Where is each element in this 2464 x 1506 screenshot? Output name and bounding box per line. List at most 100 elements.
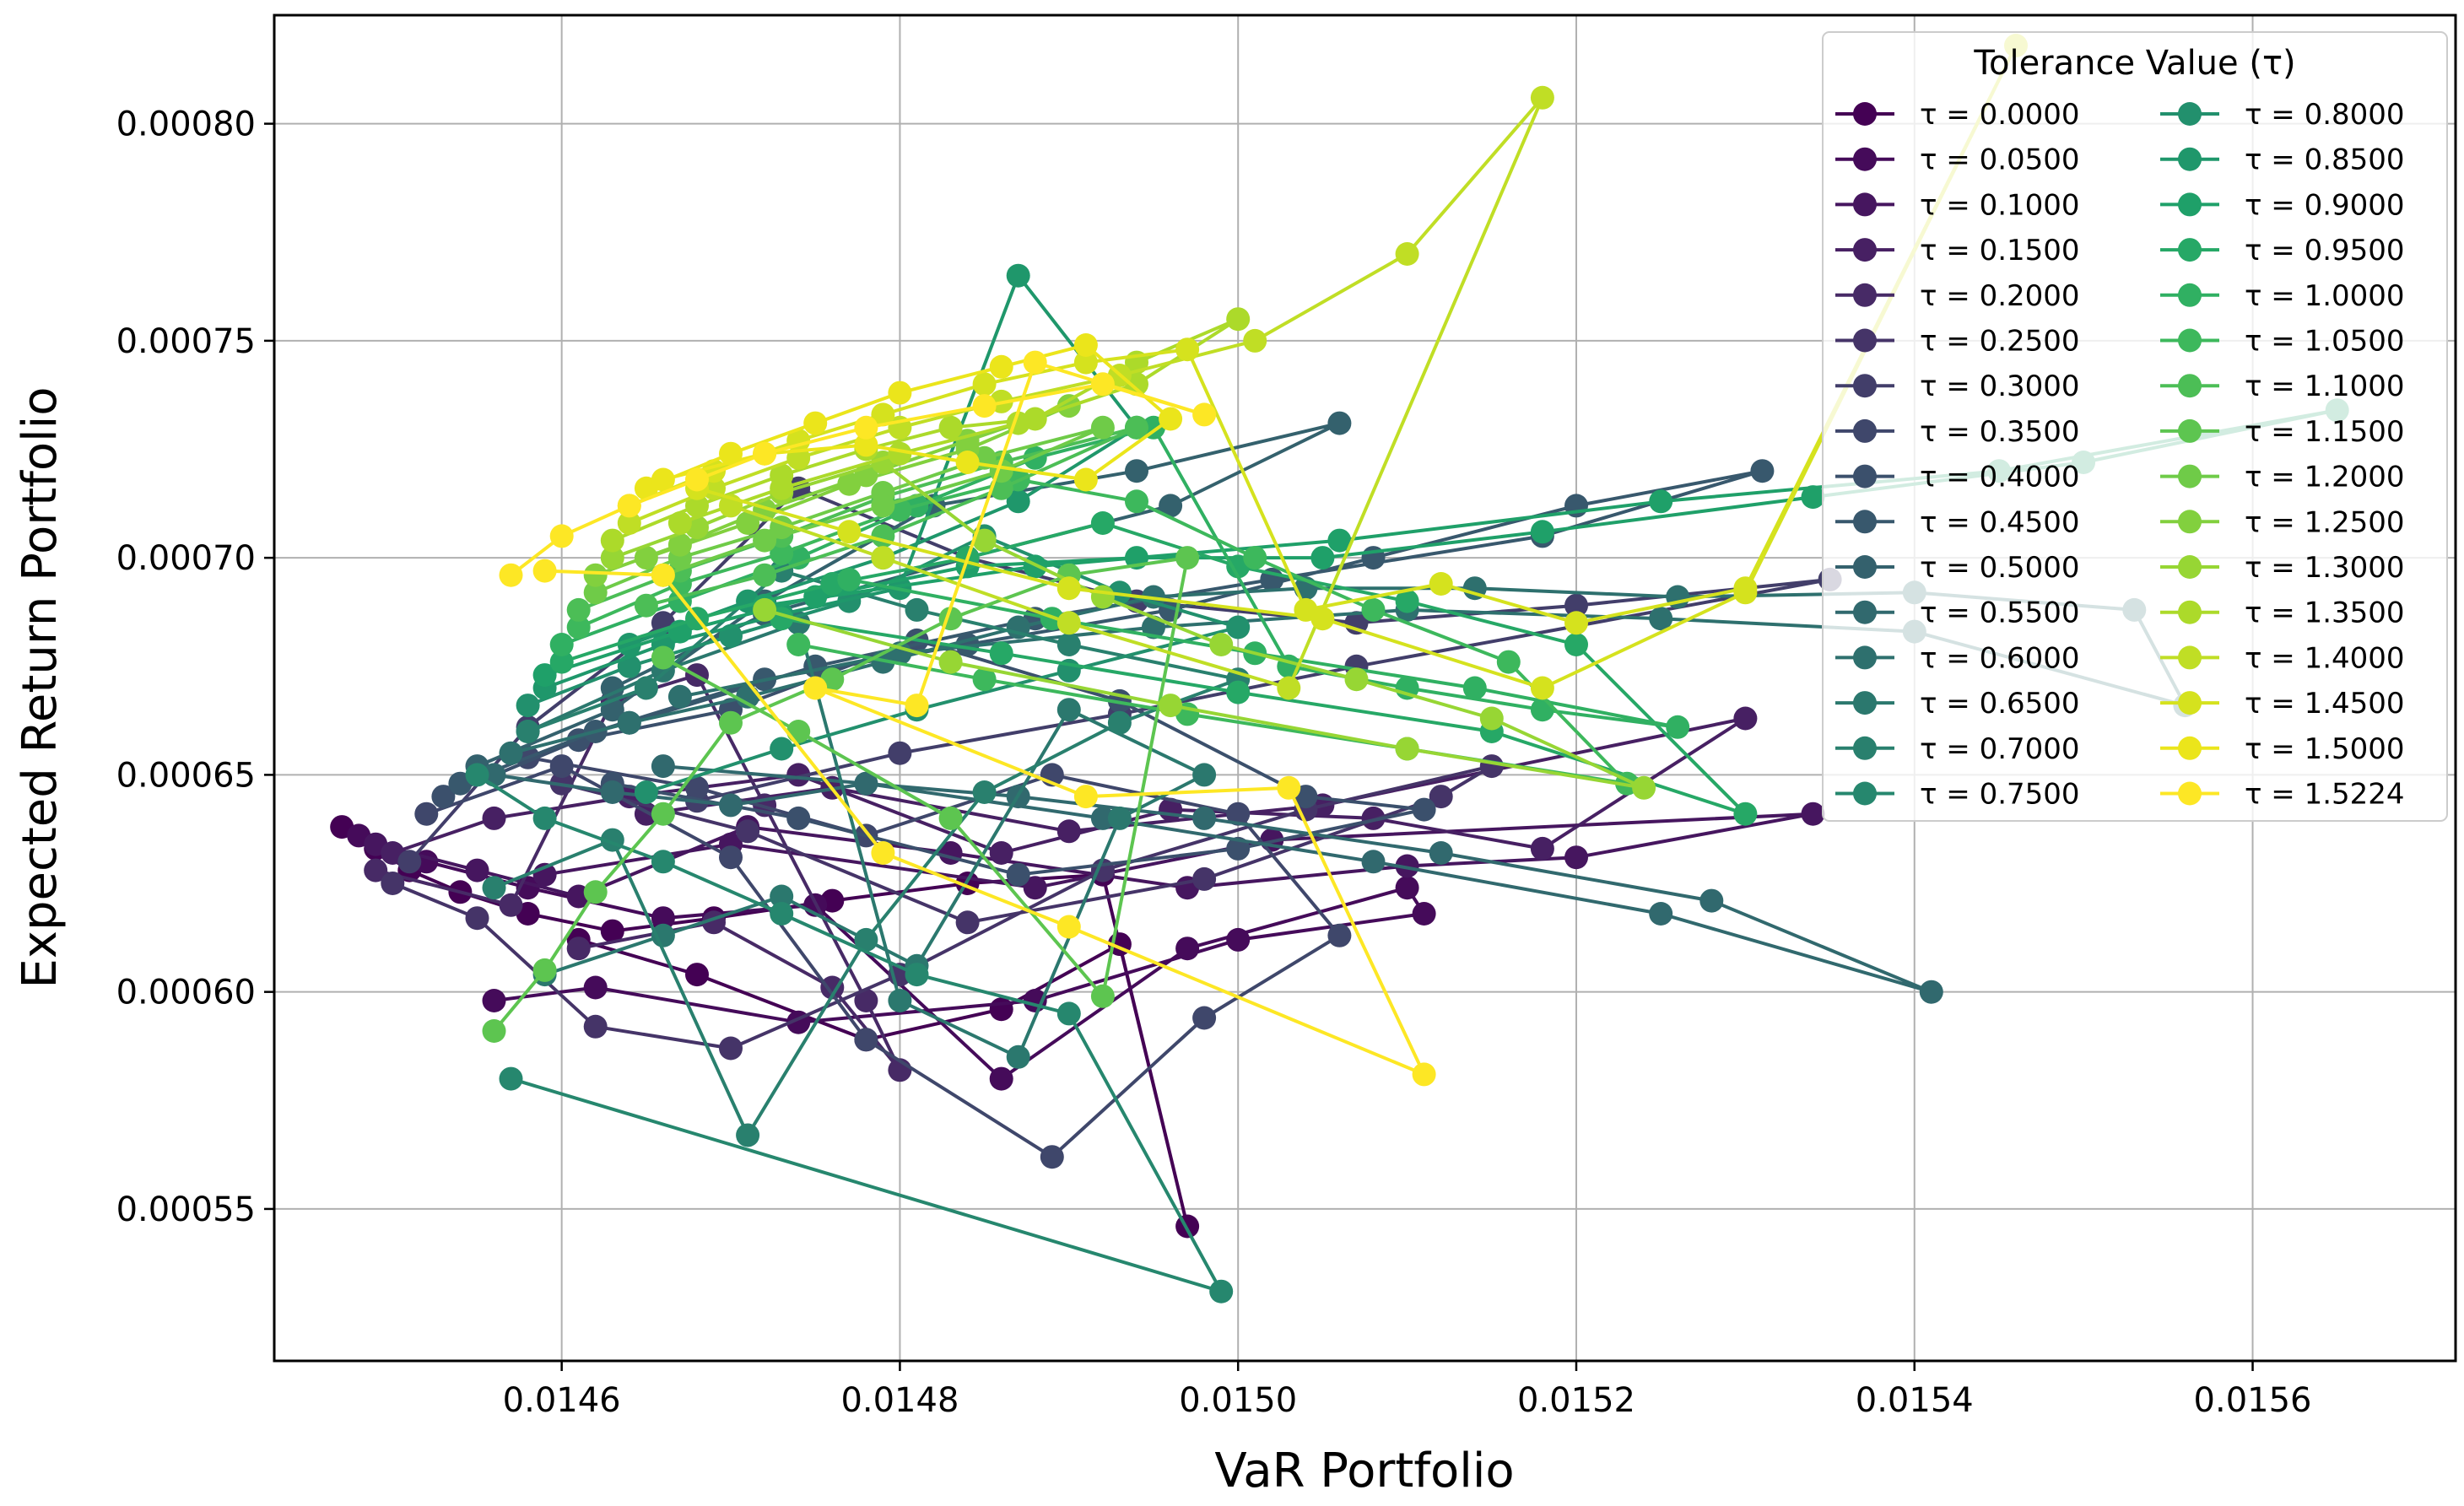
data-point (651, 850, 675, 874)
legend-item: τ = 1.3500 (2160, 596, 2405, 630)
legend-marker (1853, 645, 1877, 670)
data-point (397, 850, 422, 874)
legend-entries: τ = 0.0000 τ = 0.0500 τ = 0.1000 τ = 0.1500… (1835, 98, 2405, 812)
data-point (549, 650, 574, 674)
legend-item: τ = 1.1000 (2160, 370, 2405, 403)
legend-item: τ = 0.0000 (1835, 98, 2080, 132)
data-point (972, 780, 997, 804)
data-point (532, 806, 557, 830)
legend-item: τ = 1.4000 (2160, 641, 2405, 675)
data-point (381, 872, 405, 895)
data-point (1564, 611, 1588, 635)
data-point (1192, 402, 1217, 427)
data-point (770, 737, 794, 761)
data-point (1750, 459, 1775, 483)
data-point (1412, 1062, 1436, 1087)
data-point (770, 884, 794, 909)
data-point (617, 710, 641, 735)
legend-label: τ = 0.1000 (1920, 188, 2080, 222)
data-point (1429, 785, 1453, 809)
data-point (532, 663, 557, 688)
legend-label: τ = 1.3500 (2245, 596, 2405, 630)
data-point (1327, 923, 1352, 947)
legend-item: τ = 0.7500 (1835, 778, 2080, 812)
data-point (1361, 850, 1386, 874)
y-tick-label: 0.00065 (116, 756, 256, 795)
legend-label: τ = 0.0000 (1920, 98, 2080, 132)
data-point (1733, 706, 1758, 731)
data-point (667, 684, 692, 709)
data-point (516, 694, 540, 718)
data-point (803, 676, 828, 700)
data-point (1125, 415, 1148, 440)
data-point (549, 524, 574, 548)
data-point (854, 771, 878, 796)
legend-label: τ = 0.2500 (1920, 325, 2080, 359)
legend-item: τ = 0.4500 (1835, 505, 2080, 539)
legend-title: Tolerance Value (τ) (1973, 44, 2295, 83)
data-point (905, 597, 929, 622)
data-point (803, 411, 828, 435)
data-point (634, 546, 658, 570)
data-point (786, 633, 811, 656)
data-point (1429, 572, 1453, 596)
data-point (786, 763, 811, 787)
data-point (1226, 680, 1251, 704)
data-point (566, 615, 591, 640)
data-point (837, 472, 862, 496)
data-point (1243, 328, 1267, 353)
data-point (820, 975, 845, 1000)
legend-label: τ = 1.2000 (2245, 461, 2405, 494)
data-point (786, 806, 811, 830)
data-point (1479, 754, 1504, 779)
legend-item: τ = 0.4000 (1835, 461, 2080, 494)
legend-label: τ = 1.4500 (2245, 687, 2405, 721)
legend-label: τ = 1.0500 (2245, 325, 2405, 359)
data-point (719, 710, 743, 735)
data-point (651, 754, 675, 779)
data-point (1530, 676, 1554, 700)
data-point (465, 906, 489, 931)
legend-marker (2178, 781, 2202, 806)
legend-label: τ = 0.6500 (1920, 687, 2080, 721)
data-point (1056, 915, 1081, 939)
data-point (1073, 350, 1098, 375)
data-point (1327, 411, 1352, 435)
data-point (1429, 841, 1453, 865)
data-point (770, 902, 794, 926)
legend-label: τ = 0.7500 (1920, 778, 2080, 812)
data-point (1530, 836, 1554, 861)
data-point (1919, 980, 1943, 1004)
data-point (1395, 876, 1419, 900)
series-line (341, 825, 1190, 1228)
legend-item: τ = 0.2000 (1835, 279, 2080, 313)
data-point (1733, 802, 1758, 826)
data-point (786, 720, 811, 743)
legend-marker (2178, 418, 2202, 443)
data-point (1310, 546, 1335, 570)
data-point (989, 841, 1013, 865)
data-point (1649, 489, 1673, 514)
series-4 (364, 663, 912, 1082)
legend-item: τ = 1.1500 (2160, 415, 2405, 449)
data-point (549, 633, 574, 656)
data-point (989, 641, 1013, 666)
legend-marker (2178, 645, 2202, 670)
data-point (1073, 785, 1098, 809)
data-point (499, 563, 523, 587)
data-point (989, 354, 1013, 379)
data-point (972, 528, 997, 553)
data-point (719, 845, 743, 870)
y-tick-label: 0.00055 (116, 1190, 256, 1229)
data-point (1733, 580, 1758, 605)
data-point (972, 667, 997, 692)
data-point (1175, 337, 1200, 362)
data-point (600, 780, 624, 804)
data-point (600, 919, 624, 943)
x-tick-label: 0.0150 (1179, 1381, 1297, 1420)
data-point (1226, 615, 1251, 640)
data-point (651, 563, 675, 587)
data-point (1006, 1044, 1030, 1069)
data-point (1175, 546, 1200, 570)
data-point (770, 476, 794, 500)
